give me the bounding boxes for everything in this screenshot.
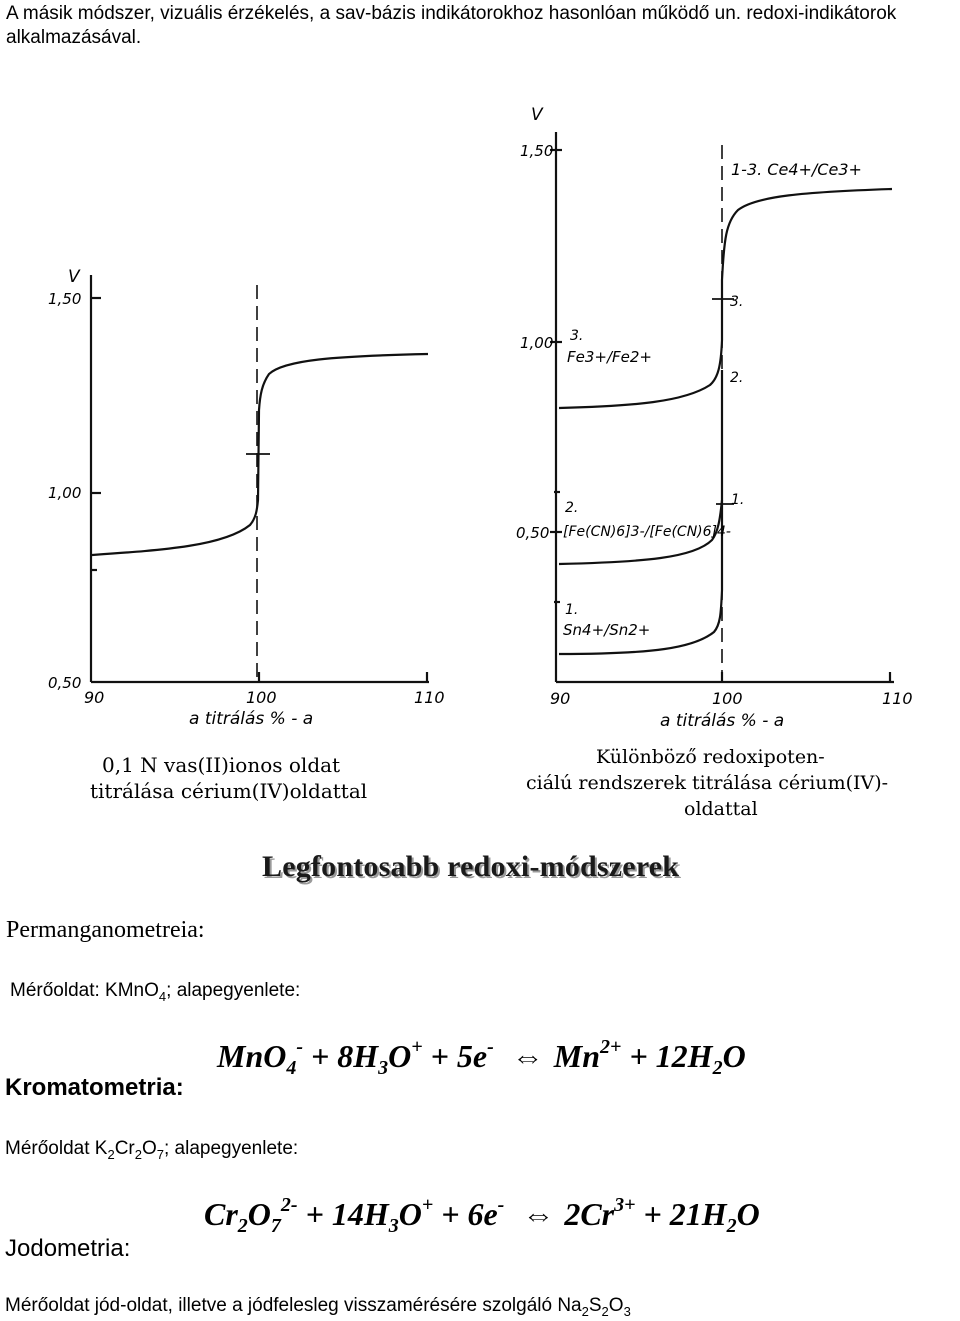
curve3-label: Fe3+/Fe2+ (567, 348, 652, 366)
titration-figure: V 1,50 1,00 0,50 90 100 110 a titrálás %… (48, 105, 913, 820)
curve1-num: 1. (565, 602, 578, 618)
left-y-tick: 0,50 (48, 674, 81, 692)
chromatometry-note: Mérőoldat K2Cr2O7; alapegyenlete: (5, 1138, 299, 1162)
curve-fecn (558, 370, 724, 566)
right-x-tick: 100 (712, 689, 743, 708)
page-heading: Legfontosabb redoxi-módszerek (262, 850, 680, 883)
curve-sn (558, 500, 724, 656)
curve-top-label: 1-3. Ce4+/Ce3+ (731, 160, 862, 179)
right-x-axis-label: a titrálás % - a (660, 711, 784, 731)
right-y-tick: 1,50 (520, 142, 553, 160)
permanganometry-note: Mérőoldat: KMnO4; alapegyenlete: (10, 980, 301, 1004)
intro-text: A másik módszer, vizuális érzékelés, a s… (6, 3, 897, 48)
iodometry-note: Mérőoldat jód-oldat, illetve a jódfelesl… (5, 1295, 631, 1319)
curve1-label: Sn4+/Sn2+ (563, 621, 650, 639)
right-y-tick: 0,50 (516, 524, 549, 542)
right-caption-3: oldattal (684, 798, 758, 820)
right-x-tick: 110 (882, 689, 913, 708)
curve2-label: [Fe(CN)6]3-/[Fe(CN)6]4- (563, 524, 731, 540)
mark-2: 2. (730, 370, 743, 386)
curve-ce (720, 187, 893, 281)
left-x-axis-label: a titrálás % - a (189, 709, 313, 729)
permanganometry-title: Permanganometreia: (6, 917, 205, 943)
chromatometry-title: Kromatometria: (5, 1074, 184, 1101)
right-caption-2: ciálú rendszerek titrálása cérium(IV)- (526, 772, 888, 794)
mark-3: 3. (730, 294, 743, 310)
left-y-label: V (68, 267, 81, 287)
right-caption-1: Különböző redoxipoten- (596, 746, 825, 768)
left-y-tick: 1,00 (48, 484, 81, 502)
equation-permanganate: MnO4- + 8H3O+ + 5e- ⇔ Mn2+ + 12H2O (217, 1036, 746, 1079)
iodometry-title: Jodometria: (5, 1235, 131, 1262)
left-x-tick: 90 (84, 688, 104, 707)
left-caption-2: titrálása cérium(IV)oldattal (90, 779, 367, 803)
right-y-tick: 1,00 (520, 334, 553, 352)
equation-dichromate: Cr2O72- + 14H3O+ + 6e- ⇔ 2Cr3+ + 21H2O (204, 1194, 760, 1237)
left-caption-1: 0,1 N vas(II)ionos oldat (102, 753, 340, 777)
left-y-tick: 1,50 (48, 290, 81, 308)
right-y-label: V (531, 105, 544, 125)
curve-fe (558, 280, 724, 410)
left-titration-curve (91, 352, 429, 557)
right-x-tick: 90 (550, 689, 570, 708)
left-x-tick: 110 (414, 688, 445, 707)
curve3-num: 3. (570, 328, 583, 344)
mark-1: 1. (731, 492, 744, 508)
left-x-tick: 100 (246, 688, 277, 707)
curve2-num: 2. (565, 500, 578, 516)
